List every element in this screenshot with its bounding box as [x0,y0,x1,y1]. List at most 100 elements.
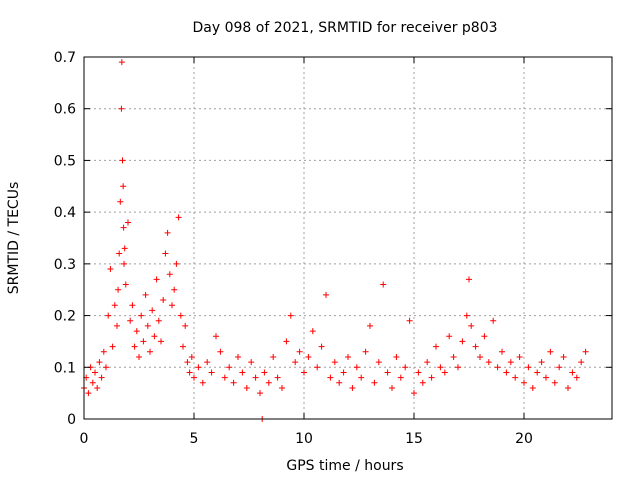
y-tick-label: 0.6 [54,102,76,118]
x-tick-label: 5 [190,431,199,447]
data-point [270,353,277,360]
data-point [287,312,294,319]
data-point [547,348,554,355]
data-point [466,276,472,283]
data-point [116,250,123,257]
data-point [468,322,475,329]
data-point [565,384,571,391]
data-point [109,343,116,350]
data-point [117,198,124,205]
data-point [138,312,145,319]
data-point [375,359,382,366]
data-point [578,359,585,366]
axis-ticks [83,56,612,420]
x-tick-label: 15 [405,431,423,447]
data-point [208,369,215,376]
data-point [98,374,105,381]
data-point [380,281,387,288]
data-point [89,379,96,386]
data-point [279,384,285,391]
data-point [485,359,492,366]
data-point [472,343,479,350]
data-point [415,369,422,376]
data-point [309,328,316,335]
data-point [155,317,162,324]
data-point [481,333,488,340]
data-point [516,353,523,360]
data-point [353,364,360,371]
data-point [512,374,519,381]
data-point [217,348,224,355]
data-point [525,364,532,371]
grid [84,57,612,419]
data-point [433,343,439,350]
data-point [252,374,259,381]
data-point [188,353,195,360]
data-point [171,286,178,293]
data-point [296,348,303,355]
data-point [463,312,470,319]
data-point [121,245,128,252]
data-point [367,322,373,329]
data-point [507,359,514,366]
chart-title: Day 098 of 2021, SRMTID for receiver p80… [192,20,497,36]
data-point [235,353,241,360]
data-point [371,379,378,386]
data-point [147,348,153,355]
x-tick-label: 10 [295,431,313,447]
data-point [428,374,435,381]
data-point [153,276,160,283]
data-point [105,312,112,319]
data-point [94,384,101,391]
data-point [248,359,255,366]
data-point [503,369,510,376]
y-tick-label: 0.1 [54,360,76,376]
data-point [529,384,536,391]
data-point [160,297,167,304]
data-point [195,364,202,371]
data-point [120,224,127,231]
data-point [180,343,186,350]
data-point [100,348,107,355]
data-point [340,369,347,376]
data-point [213,333,219,340]
data-point [261,369,268,376]
data-point [384,369,391,376]
data-point [115,286,122,293]
data-point [274,374,281,381]
data-point [142,291,149,298]
data-point [92,369,98,376]
data-point [459,338,466,345]
data-point [499,348,505,355]
data-point [120,183,127,190]
data-point [441,369,448,376]
data-point [191,374,197,381]
data-point [534,369,541,376]
data-point [122,281,129,288]
data-point [118,105,125,112]
data-point [305,353,312,360]
data-point [173,260,180,267]
plot-frame [83,56,613,420]
data-point [111,302,118,309]
data-point [131,343,138,350]
data-point [318,343,325,350]
data-point [230,379,237,386]
y-tick-label: 0 [67,412,76,428]
data-point [446,333,453,340]
data-point [127,317,134,324]
data-point [265,379,272,386]
data-point [177,312,184,319]
data-point [349,384,356,391]
data-point [103,364,109,371]
data-point [169,302,175,309]
data-point [556,364,563,371]
y-axis-label: SRMTID / TECUs [6,182,22,295]
data-point [397,374,404,381]
data-point [450,353,457,360]
data-point [402,364,409,371]
data-point [119,157,126,164]
y-tick-label: 0.4 [54,205,76,221]
data-point [125,219,131,226]
data-point [389,384,395,391]
